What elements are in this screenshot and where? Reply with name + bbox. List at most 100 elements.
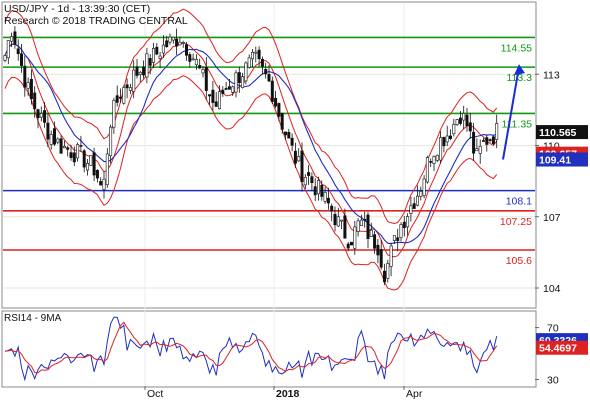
candle-body bbox=[270, 80, 274, 102]
candle-body bbox=[359, 219, 363, 227]
price-tag bbox=[536, 152, 588, 167]
candle-body bbox=[198, 65, 202, 69]
candle-body bbox=[62, 145, 66, 149]
candle-body bbox=[373, 234, 377, 249]
candle-body bbox=[264, 69, 268, 75]
candle-body bbox=[435, 154, 439, 161]
x-tick-label: Apr bbox=[406, 388, 423, 400]
candle-body bbox=[181, 42, 185, 44]
candle-body bbox=[472, 131, 476, 154]
candle-body bbox=[201, 68, 205, 74]
candle-body bbox=[82, 150, 86, 168]
candle-body bbox=[260, 58, 264, 67]
candle-body bbox=[343, 215, 347, 239]
candle-body bbox=[95, 169, 99, 179]
candle-body bbox=[257, 49, 261, 60]
x-tick-label: 2018 bbox=[276, 388, 300, 400]
candle-body bbox=[3, 55, 7, 61]
candle-body bbox=[379, 249, 383, 268]
candle-body bbox=[29, 78, 33, 100]
candle-body bbox=[280, 113, 284, 130]
candle-body bbox=[458, 117, 462, 124]
projection-line bbox=[502, 66, 520, 160]
candle-body bbox=[16, 48, 20, 55]
candle-body bbox=[52, 128, 56, 145]
ma-long bbox=[4, 43, 497, 245]
candle-body bbox=[66, 147, 70, 150]
candle-body bbox=[382, 270, 386, 283]
candle-body bbox=[79, 145, 83, 147]
candle-body bbox=[445, 135, 449, 143]
rsi-y-tick-label: 70 bbox=[547, 323, 559, 335]
candle-body bbox=[59, 138, 63, 154]
candle-body bbox=[112, 99, 116, 128]
candle-body bbox=[105, 153, 109, 186]
candle-body bbox=[481, 140, 485, 142]
candle-body bbox=[452, 124, 456, 135]
candle-body bbox=[122, 87, 126, 104]
candle-body bbox=[168, 36, 172, 43]
chart-title: USD/JPY - 1d - 13:39:30 (CET) bbox=[4, 3, 150, 15]
price-tag-label: 54.4697 bbox=[539, 343, 577, 355]
x-axis: Oct 2018 Apr bbox=[144, 386, 423, 400]
candle-body bbox=[224, 88, 228, 90]
candle-body bbox=[33, 92, 37, 110]
candle-body bbox=[389, 245, 393, 267]
candle-body bbox=[369, 229, 373, 238]
price-tag-label: 109.41 bbox=[539, 155, 571, 167]
candle-body bbox=[218, 91, 222, 110]
level-label: 108.1 bbox=[506, 196, 532, 208]
candle-body bbox=[145, 53, 149, 78]
candle-body bbox=[19, 53, 23, 66]
level-label: 111.35 bbox=[501, 118, 532, 130]
candle-body bbox=[346, 243, 350, 249]
candlesticks bbox=[3, 26, 499, 286]
lower-band bbox=[4, 75, 498, 291]
candle-body bbox=[406, 216, 410, 228]
candle-body bbox=[462, 113, 466, 121]
candle-body bbox=[109, 126, 113, 157]
candle-body bbox=[293, 150, 297, 164]
candle-body bbox=[125, 84, 129, 89]
bollinger-bands bbox=[4, 8, 498, 291]
level-label: 107.25 bbox=[500, 216, 532, 228]
rsi-title: RSI14 - 9MA bbox=[4, 313, 62, 324]
candle-body bbox=[356, 220, 360, 232]
candle-body bbox=[194, 59, 198, 66]
candle-body bbox=[366, 214, 370, 239]
candle-body bbox=[128, 87, 132, 91]
candle-body bbox=[349, 241, 353, 246]
candle-body bbox=[307, 172, 311, 176]
candle-body bbox=[326, 197, 330, 204]
y-tick-label: 104 bbox=[543, 283, 561, 295]
candle-body bbox=[455, 119, 459, 126]
candle-body bbox=[86, 163, 90, 171]
candle-body bbox=[26, 82, 30, 89]
rsi-y-tick-label: 30 bbox=[547, 375, 559, 387]
candle-body bbox=[267, 74, 271, 82]
candle-body bbox=[320, 184, 324, 197]
candle-body bbox=[303, 176, 307, 186]
candle-body bbox=[316, 180, 320, 195]
candle-body bbox=[399, 224, 403, 238]
candle-body bbox=[155, 46, 159, 55]
candle-body bbox=[23, 65, 27, 88]
candle-body bbox=[429, 161, 433, 163]
candle-body bbox=[488, 139, 492, 141]
candle-body bbox=[171, 36, 175, 41]
candle-body bbox=[49, 134, 53, 145]
candle-body bbox=[412, 203, 416, 209]
candle-body bbox=[422, 178, 426, 196]
candle-body bbox=[152, 48, 156, 63]
upper-band bbox=[4, 8, 498, 225]
candle-body bbox=[72, 152, 76, 163]
candle-body bbox=[333, 213, 337, 226]
candle-body bbox=[485, 137, 489, 145]
candle-body bbox=[465, 114, 469, 127]
candle-body bbox=[13, 31, 17, 45]
y-tick-label: 113 bbox=[543, 69, 560, 81]
candle-body bbox=[234, 72, 238, 93]
candle-body bbox=[353, 226, 357, 249]
candle-body bbox=[468, 122, 472, 132]
